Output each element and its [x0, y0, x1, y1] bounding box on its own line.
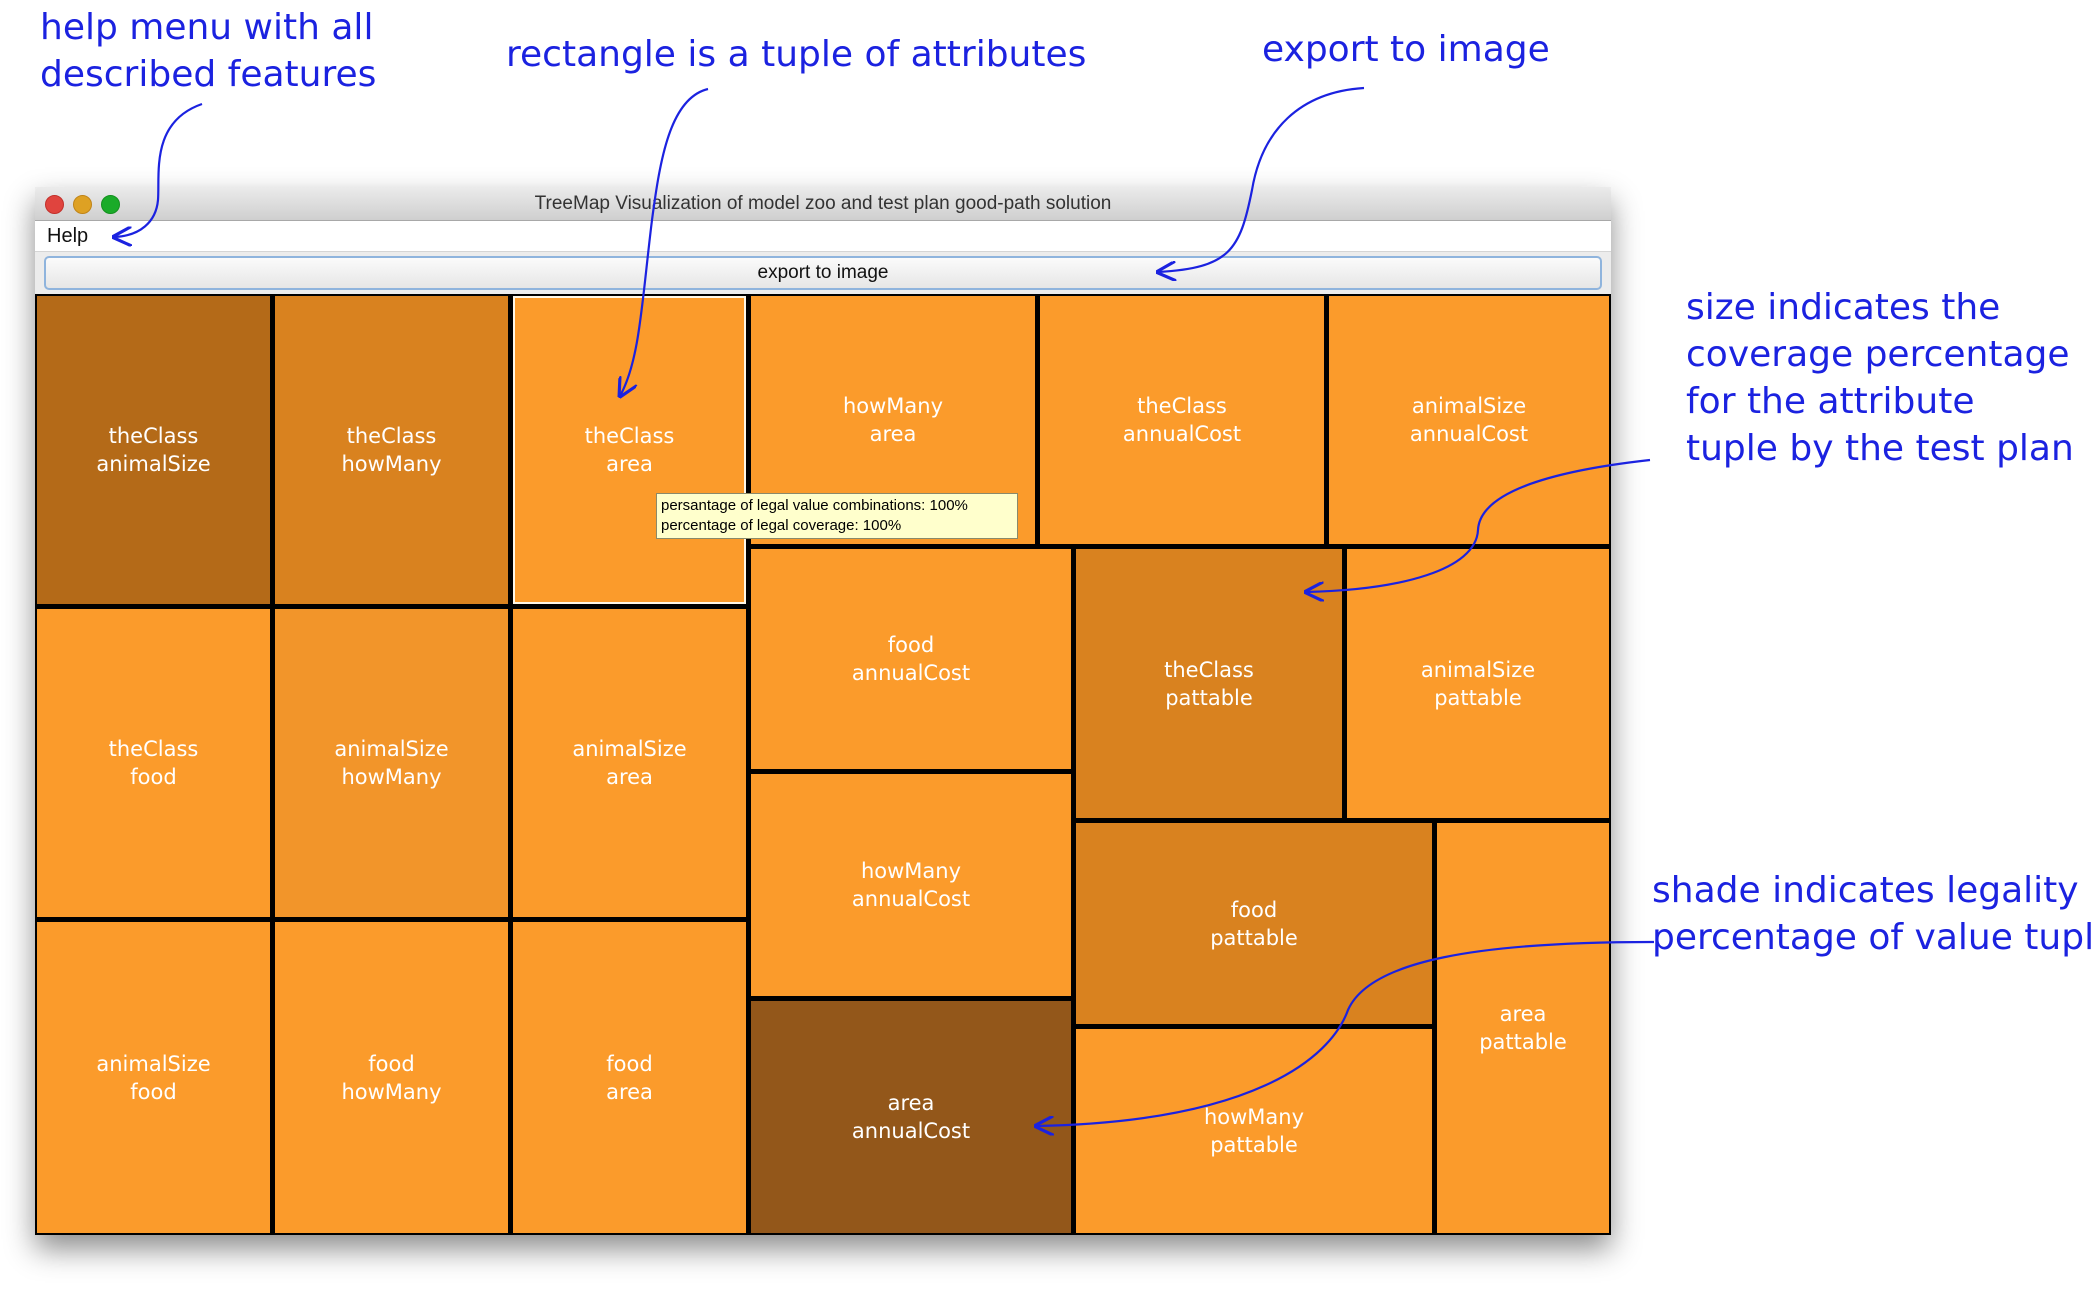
title-bar[interactable]: TreeMap Visualization of model zoo and t… [35, 187, 1611, 221]
size-annotation-line1: size indicates the [1686, 287, 2001, 328]
size-annotation-line4: tuple by the test plan [1686, 428, 2074, 469]
treemap: theClass animalSize theClass howMany theCl… [35, 294, 1611, 1235]
shade-annotation-line2: percentage of value tuples [1652, 917, 2092, 958]
treemap-tile[interactable]: animalSize pattable [1347, 549, 1609, 818]
shade-annotation: shade indicates legality percentage of v… [1652, 867, 2092, 961]
treemap-tile[interactable]: theClass pattable [1076, 549, 1342, 818]
app-window: TreeMap Visualization of model zoo and t… [35, 187, 1611, 1235]
treemap-tile[interactable]: theClass annualCost [1040, 296, 1324, 544]
export-to-image-button[interactable]: export to image [44, 256, 1602, 290]
treemap-tile-selected[interactable]: theClass area [513, 296, 746, 604]
size-annotation-line3: for the attribute [1686, 381, 1975, 422]
size-annotation-line2: coverage percentage [1686, 334, 2070, 375]
minimize-window-icon[interactable] [73, 195, 92, 214]
treemap-tile[interactable]: animalSize howMany [275, 609, 508, 917]
treemap-tile[interactable]: animalSize annualCost [1329, 296, 1609, 544]
help-menu-annotation-line2: described features [40, 54, 377, 95]
coverage-tooltip: persantage of legal value combinations: … [656, 493, 1018, 539]
treemap-tile[interactable]: food howMany [275, 922, 508, 1233]
close-window-icon[interactable] [45, 195, 64, 214]
help-menu-annotation: help menu with all described features [40, 4, 376, 98]
size-annotation: size indicates the coverage percentage f… [1686, 284, 2074, 472]
window-title: TreeMap Visualization of model zoo and t… [534, 193, 1112, 214]
treemap-tile[interactable]: animalSize food [37, 922, 270, 1233]
treemap-tile[interactable]: food pattable [1076, 823, 1432, 1024]
export-annotation: export to image [1262, 29, 1550, 70]
menu-bar: Help [35, 221, 1611, 252]
treemap-tile[interactable]: howMany annualCost [751, 774, 1071, 996]
help-menu-annotation-line1: help menu with all [40, 7, 374, 48]
treemap-tile[interactable]: food annualCost [751, 549, 1071, 769]
tooltip-legal-combinations: persantage of legal value combinations: … [661, 497, 968, 514]
treemap-tile[interactable]: area pattable [1437, 823, 1609, 1233]
tooltip-legal-coverage: percentage of legal coverage: 100% [661, 517, 902, 534]
treemap-tile[interactable]: theClass howMany [275, 296, 508, 604]
rectangle-annotation: rectangle is a tuple of attributes [506, 34, 1087, 75]
treemap-tile[interactable]: animalSize area [513, 609, 746, 917]
treemap-tile[interactable]: food area [513, 922, 746, 1233]
shade-annotation-line1: shade indicates legality [1652, 870, 2079, 911]
treemap-tile[interactable]: howMany pattable [1076, 1029, 1432, 1233]
treemap-tile[interactable]: area annualCost [751, 1001, 1071, 1233]
help-menu[interactable]: Help [47, 225, 89, 247]
export-toolbar: export to image [35, 252, 1611, 294]
treemap-tile[interactable]: theClass animalSize [37, 296, 270, 604]
treemap-tile[interactable]: theClass food [37, 609, 270, 917]
